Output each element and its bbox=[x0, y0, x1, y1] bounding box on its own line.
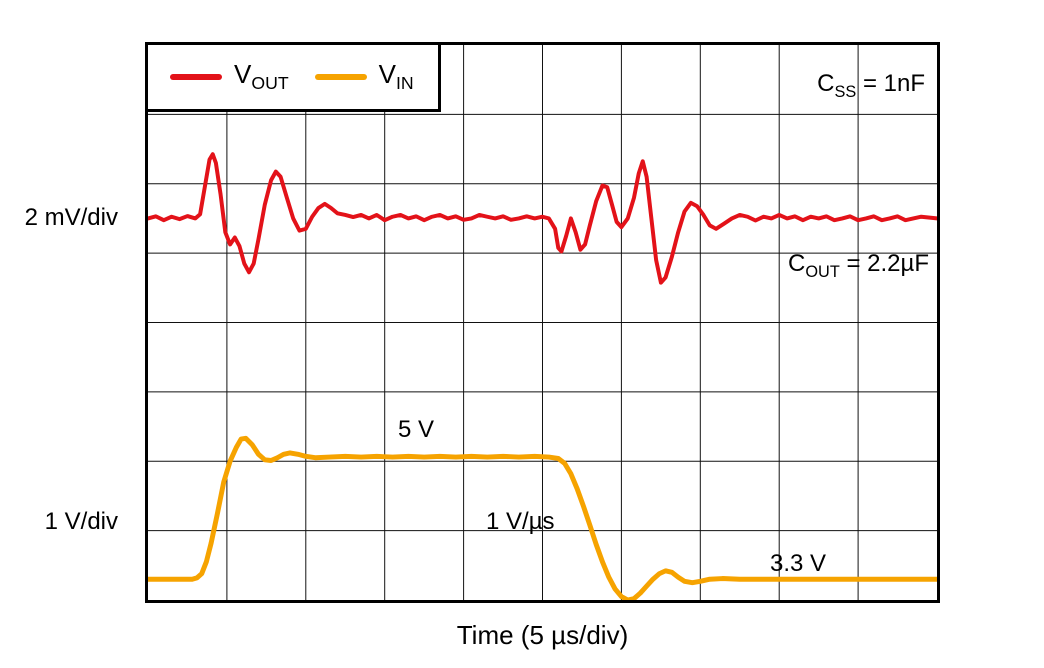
waveform-canvas bbox=[148, 45, 937, 600]
annotation-css-value: CSS = 1nF bbox=[817, 70, 925, 102]
annotation-vin-high: 5 V bbox=[398, 416, 435, 443]
legend-item-vout: VOUT bbox=[170, 61, 289, 93]
legend-label-vout: VOUT bbox=[234, 61, 289, 93]
annotation-css-main: C bbox=[817, 70, 835, 97]
annotation-vin-low: 3.3 V bbox=[770, 550, 827, 577]
trace-vout bbox=[148, 152, 937, 285]
x-axis-label: Time (5 µs/div) bbox=[456, 620, 629, 650]
y-axis-label-vout: 2 mV/div bbox=[24, 204, 118, 231]
legend-label-vout-sub: OUT bbox=[251, 73, 289, 94]
annotation-cout-rest: = 2.2µF bbox=[839, 250, 929, 277]
y-axis-label-vin: 1 V/div bbox=[44, 508, 118, 535]
legend-swatch-vin bbox=[314, 73, 367, 80]
annotation-cout-main: C bbox=[788, 250, 806, 277]
legend: VOUT VIN bbox=[145, 42, 441, 112]
annotation-slew-rate: 1 V/µs bbox=[486, 508, 555, 535]
legend-label-vout-main: V bbox=[234, 59, 252, 89]
annotation-css-rest: = 1nF bbox=[856, 70, 925, 97]
annotation-css-sub: SS bbox=[834, 82, 857, 101]
legend-item-vin: VIN bbox=[314, 61, 414, 93]
trace-vin bbox=[148, 435, 937, 600]
annotation-cout-value: COUT = 2.2µF bbox=[788, 250, 929, 282]
oscilloscope-plot: VOUT VIN CSS = 1nF COUT = 2.2µF 5 V 1 V/… bbox=[145, 42, 940, 603]
legend-label-vin-sub: IN bbox=[396, 73, 414, 94]
legend-label-vin-main: V bbox=[378, 59, 396, 89]
annotation-cout-sub: OUT bbox=[805, 262, 840, 281]
legend-swatch-vout bbox=[170, 73, 222, 80]
legend-label-vin: VIN bbox=[379, 61, 414, 93]
